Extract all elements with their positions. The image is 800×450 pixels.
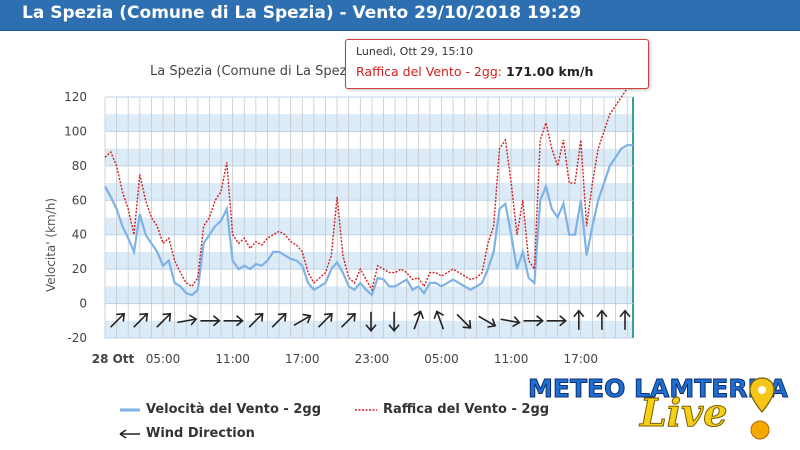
wind-direction-arrow — [433, 310, 445, 330]
speed-series-line — [104, 144, 633, 297]
wind-chart: La Spezia (Comune di La Spezia) Velocita… — [44, 64, 634, 439]
y-tick-label: 20 — [72, 262, 87, 276]
legend-wind-direction-label[interactable]: Wind Direction — [146, 426, 255, 441]
meteo-lanterna-logo: METEO LAMTERNA Live — [522, 372, 788, 444]
wind-direction-arrow — [271, 312, 287, 328]
plot-band — [105, 148, 633, 166]
gust-series-line — [104, 87, 633, 292]
x-tick-label: 11:00 — [215, 352, 250, 366]
logo-sub-text: Live — [639, 390, 728, 436]
y-axis-label: Velocita' (km/h) — [44, 198, 58, 292]
y-tick-label: 60 — [72, 193, 87, 207]
x-tick-label: 17:00 — [563, 352, 598, 366]
tooltip-value: 171.00 km/h — [505, 64, 594, 79]
wind-direction-arrow — [133, 312, 149, 328]
wind-direction-arrow — [340, 312, 356, 328]
wind-direction-arrow — [596, 309, 608, 330]
logo-main-text: METEO LAMTERNA — [528, 374, 789, 404]
header-bar: La Spezia (Comune di La Spezia) - Vento … — [0, 0, 800, 31]
wind-direction-arrow — [573, 309, 585, 330]
wind-direction-arrow — [317, 312, 333, 328]
plot-band — [105, 217, 633, 235]
tooltip-series-name: Raffica del Vento - 2gg — [356, 64, 498, 79]
wind-direction-arrow — [200, 315, 221, 327]
x-tick-label: 05:00 — [146, 352, 181, 366]
wind-direction-arrow — [388, 311, 400, 333]
y-tick-label: 40 — [72, 228, 87, 242]
data-tooltip: Lunedì, Ott 29, 15:10 Raffica del Vento … — [345, 39, 649, 89]
y-tick-label: 80 — [72, 159, 87, 173]
wind-direction-arrow — [156, 312, 172, 328]
y-tick-label: -20 — [67, 331, 87, 345]
wind-direction-arrow — [523, 315, 544, 327]
y-tick-label: 0 — [79, 297, 87, 311]
plot-band — [105, 251, 633, 270]
legend-speed-label[interactable]: Velocità del Vento - 2gg — [146, 402, 322, 417]
page-title: La Spezia (Comune di La Spezia) - Vento … — [22, 3, 582, 23]
wind-direction-arrow — [413, 310, 425, 330]
plot-band — [105, 286, 633, 304]
y-tick-label: 120 — [64, 90, 87, 104]
x-tick-label: 05:00 — [424, 352, 459, 366]
x-tick-label: 28 Ott — [92, 352, 135, 366]
legend-arrow-icon — [119, 429, 140, 439]
wind-direction-arrow — [619, 309, 631, 330]
wind-direction-arrow — [478, 315, 497, 328]
x-tick-label: 23:00 — [355, 352, 390, 366]
y-tick-label: 100 — [64, 124, 87, 138]
x-tick-label: 11:00 — [494, 352, 529, 366]
wind-direction-arrow — [293, 313, 312, 326]
tooltip-date: Lunedì, Ott 29, 15:10 — [356, 45, 474, 58]
plot-band — [105, 114, 633, 132]
tooltip-series-label: Raffica del Vento - 2gg: 171.00 km/h — [356, 64, 594, 79]
legend-gust-label[interactable]: Raffica del Vento - 2gg — [383, 402, 550, 417]
wind-direction-arrow — [110, 312, 125, 328]
wind-direction-arrow — [456, 313, 472, 329]
map-pin-icon — [749, 377, 775, 440]
plot-band — [105, 183, 633, 201]
x-tick-label: 17:00 — [285, 352, 320, 366]
wind-direction-arrow — [223, 315, 244, 327]
wind-direction-arrow — [500, 316, 521, 328]
wind-direction-arrow — [177, 314, 198, 326]
wind-direction-arrow — [248, 312, 264, 328]
chart-title: La Spezia (Comune di La Spezia) — [150, 64, 363, 79]
wind-direction-arrow — [546, 315, 567, 327]
wind-direction-arrow — [365, 311, 377, 333]
